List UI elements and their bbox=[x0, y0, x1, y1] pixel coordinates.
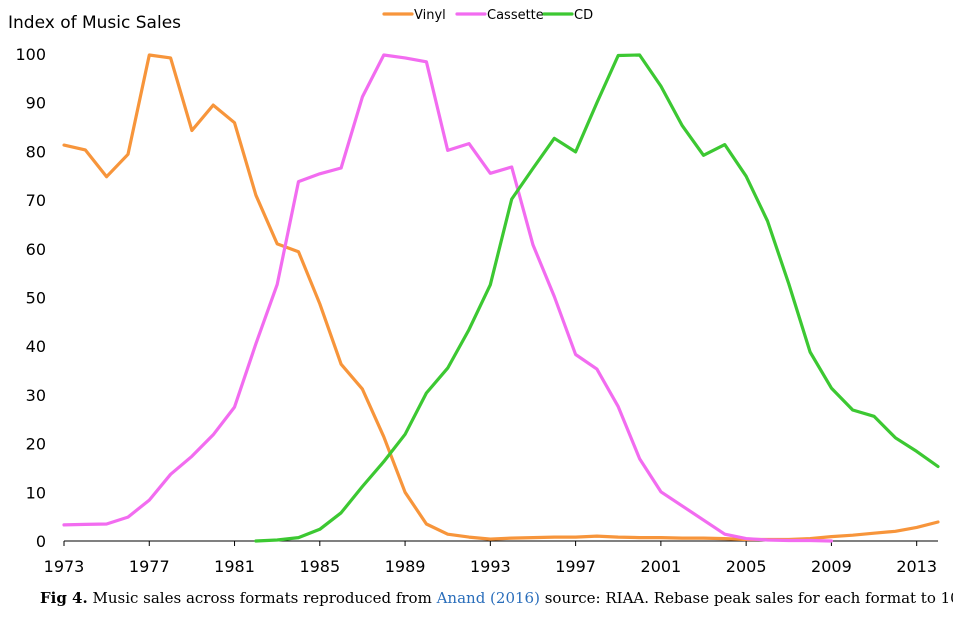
x-tick-label: 2013 bbox=[896, 557, 937, 576]
series-line-cassette bbox=[62, 53, 833, 543]
y-tick-label: 60 bbox=[26, 240, 46, 259]
legend-label-cassette: Cassette bbox=[487, 8, 544, 23]
y-tick-label: 20 bbox=[26, 435, 46, 454]
legend-label-vinyl: Vinyl bbox=[414, 8, 446, 23]
y-tick-label: 50 bbox=[26, 289, 46, 308]
y-axis-ticks: 0 10 20 30 40 50 60 70 80 90 100 bbox=[15, 45, 46, 551]
x-tick-label: 2005 bbox=[726, 557, 767, 576]
y-tick-label: 30 bbox=[26, 386, 46, 405]
figure-caption: Fig 4. Music sales across formats reprod… bbox=[40, 589, 953, 607]
y-tick-label: 90 bbox=[26, 94, 46, 113]
y-tick-label: 0 bbox=[36, 532, 46, 551]
y-tick-label: 10 bbox=[26, 483, 46, 502]
x-tick-label: 1985 bbox=[299, 557, 340, 576]
y-axis-title: Index of Music Sales bbox=[8, 13, 181, 33]
series-line-cd bbox=[254, 53, 940, 543]
y-tick-label: 70 bbox=[26, 191, 46, 210]
x-tick-label: 2001 bbox=[641, 557, 682, 576]
x-tick-label: 1989 bbox=[385, 557, 426, 576]
series-line-vinyl bbox=[62, 53, 940, 542]
y-tick-label: 40 bbox=[26, 337, 46, 356]
x-tick-label: 1977 bbox=[129, 557, 170, 576]
x-tick-label: 2009 bbox=[811, 557, 852, 576]
caption-text-after: source: RIAA. Rebase peak sales for each… bbox=[539, 589, 953, 607]
series-lines bbox=[62, 53, 940, 543]
caption-text-before: Music sales across formats reproduced fr… bbox=[87, 589, 437, 607]
y-tick-label: 80 bbox=[26, 142, 46, 161]
caption-reference-link[interactable]: Anand (2016) bbox=[436, 589, 540, 607]
legend: Vinyl Cassette CD bbox=[382, 8, 593, 23]
legend-label-cd: CD bbox=[574, 8, 593, 23]
y-tick-label: 100 bbox=[15, 45, 46, 64]
x-tick-label: 1973 bbox=[44, 557, 85, 576]
x-tick-label: 1997 bbox=[555, 557, 596, 576]
caption-fig-label: Fig 4. bbox=[40, 589, 88, 607]
x-tick-label: 1981 bbox=[214, 557, 255, 576]
x-axis-ticks: 1973 1977 1981 1985 1989 1993 1997 2001 2005 2009… bbox=[44, 541, 937, 576]
x-tick-label: 1993 bbox=[470, 557, 511, 576]
